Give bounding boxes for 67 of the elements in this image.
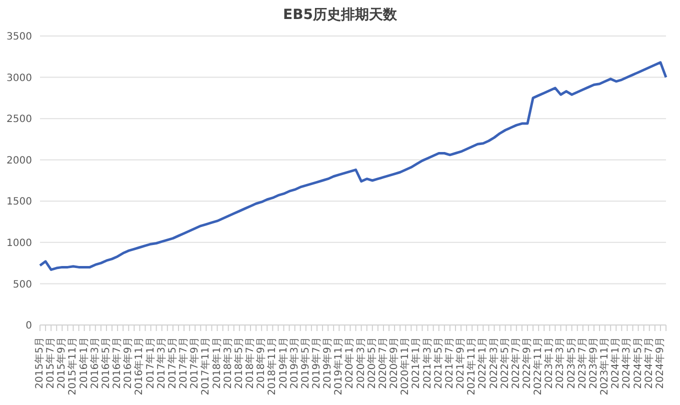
x-tick-label: 2019年5月 xyxy=(299,337,312,389)
x-tick-label: 2021年5月 xyxy=(432,337,444,389)
x-tick-label: 2017年1月 xyxy=(144,337,156,389)
x-tick-label: 2024年5月 xyxy=(632,337,644,389)
x-tick-label: 2016年7月 xyxy=(111,337,124,389)
x-tick-label: 2022年5月 xyxy=(498,337,511,389)
x-tick-label: 2017年5月 xyxy=(166,337,178,389)
x-tick-label: 2017年3月 xyxy=(155,337,168,389)
x-tick-label: 2020年1月 xyxy=(344,337,356,389)
x-tick-label: 2017年11月 xyxy=(200,337,212,396)
x-tick-label: 2015年9月 xyxy=(56,337,68,389)
x-tick-label: 2022年11月 xyxy=(532,337,544,396)
x-tick-label: 2018年9月 xyxy=(255,337,268,389)
x-tick-label: 2024年1月 xyxy=(610,337,622,389)
y-tick-label: 3000 xyxy=(6,72,32,84)
x-tick-label: 2019年3月 xyxy=(288,337,300,389)
x-tick-label: 2020年7月 xyxy=(376,337,389,389)
y-tick-label: 0 xyxy=(26,320,32,332)
x-tick-label: 2024年7月 xyxy=(642,337,655,389)
x-tick-label: 2018年1月 xyxy=(210,337,223,389)
x-tick-label: 2021年3月 xyxy=(421,337,434,389)
x-tick-label: 2016年1月 xyxy=(78,337,90,389)
x-tick-label: 2022年7月 xyxy=(510,337,522,389)
y-tick-label: 2000 xyxy=(6,155,32,166)
x-tick-label: 2023年11月 xyxy=(598,337,611,396)
x-tick-label: 2021年1月 xyxy=(410,337,422,389)
x-tick-label: 2018年11月 xyxy=(266,337,278,396)
x-tick-label: 2020年11月 xyxy=(399,337,412,396)
x-tick-label: 2023年1月 xyxy=(543,337,556,389)
x-tick-label: 2021年7月 xyxy=(443,337,456,389)
y-tick-label: 1500 xyxy=(6,196,32,208)
x-tick-label: 2016年11月 xyxy=(133,337,146,396)
x-tick-label: 2024年9月 xyxy=(654,337,666,389)
y-tick-label: 3500 xyxy=(6,32,32,43)
x-tick-label: 2016年3月 xyxy=(88,337,101,389)
x-tick-label: 2021年9月 xyxy=(454,337,467,389)
y-tick-label: 1000 xyxy=(6,238,32,249)
x-tick-label: 2018年5月 xyxy=(232,337,245,389)
line-series xyxy=(38,61,668,271)
x-tick-label: 2019年7月 xyxy=(310,337,322,389)
x-tick-label: 2020年3月 xyxy=(354,337,367,389)
x-tick-label: 2018年3月 xyxy=(222,337,234,389)
x-tick-label: 2019年9月 xyxy=(322,337,334,389)
x-tick-label: 2020年5月 xyxy=(366,337,378,389)
x-tick-label: 2016年5月 xyxy=(100,337,112,389)
y-tick-label: 2500 xyxy=(6,114,32,126)
y-tick-label: 500 xyxy=(12,279,32,290)
chart-title: EB5历史排期天数 xyxy=(282,6,398,25)
x-tick-label: 2017年9月 xyxy=(188,337,201,389)
x-tick-label: 2023年5月 xyxy=(565,337,578,389)
x-tick-label: 2018年7月 xyxy=(244,337,256,389)
x-tick-label: 2015年5月 xyxy=(34,337,46,389)
x-tick-label: 2022年3月 xyxy=(488,337,500,389)
x-tick-label: 2022年1月 xyxy=(476,337,489,389)
x-tick-label: 2024年3月 xyxy=(620,337,633,389)
x-tick-label: 2015年7月 xyxy=(44,337,57,389)
x-tick-label: 2021年11月 xyxy=(466,337,478,396)
x-tick-label: 2020年9月 xyxy=(388,337,400,389)
x-tick-label: 2015年11月 xyxy=(66,337,79,396)
x-tick-label: 2023年9月 xyxy=(587,337,600,389)
x-tick-label: 2023年7月 xyxy=(576,337,588,389)
x-tick-label: 2019年1月 xyxy=(277,337,290,389)
x-tick-label: 2023年3月 xyxy=(554,337,566,389)
x-tick-label: 2016年9月 xyxy=(122,337,134,389)
x-tick-label: 2017年7月 xyxy=(178,337,190,389)
x-tick-label: 2019年11月 xyxy=(332,337,345,396)
x-tick-label: 2022年9月 xyxy=(521,337,534,389)
